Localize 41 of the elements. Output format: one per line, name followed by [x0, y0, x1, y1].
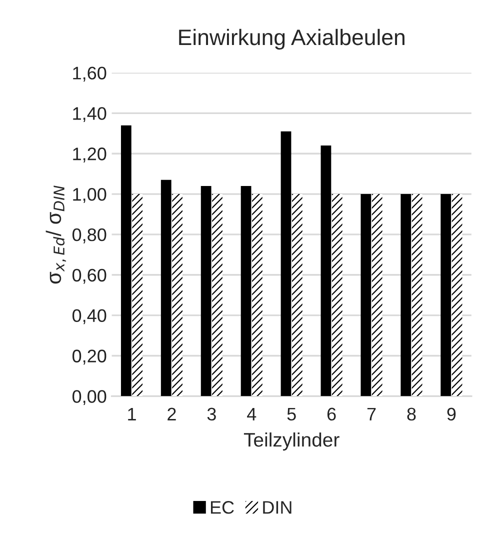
bar [400, 194, 412, 396]
x-tick-label: 2 [168, 408, 176, 420]
x-tick-label: 5 [287, 408, 296, 421]
bar [452, 194, 462, 396]
legend-label: DIN [263, 501, 292, 514]
bar [292, 194, 302, 396]
y-tick-label: 1,00 [73, 188, 106, 203]
bar [332, 194, 342, 396]
legend-label: EC [210, 501, 234, 514]
x-axis-title: Teilzylinder [244, 432, 340, 451]
y-tick-label: 0,00 [72, 390, 106, 406]
x-tick-label: 8 [407, 408, 416, 421]
y-tick-label: 0,80 [72, 228, 106, 244]
y-tick-label: 1,60 [73, 66, 106, 82]
x-tick-label: 1 [128, 408, 136, 420]
bar [252, 194, 262, 396]
y-axis-title: σ$_{x,Ed}$/ σ$_{DIN}$ [46, 186, 66, 284]
y-tick-label: 1,40 [73, 107, 106, 122]
bar [372, 194, 382, 396]
bar [212, 194, 222, 396]
y-tick-label: 0,60 [72, 268, 106, 284]
bar [160, 180, 172, 396]
bar [440, 194, 452, 396]
x-tick-label: 4 [247, 408, 256, 420]
x-tick-label: 9 [447, 408, 456, 421]
bar [240, 186, 252, 396]
bar [172, 194, 183, 396]
chart-title: Einwirkung Axialbeulen [179, 28, 404, 50]
y-tick-label: 0,40 [72, 309, 106, 324]
y-tick-label: 1,20 [73, 148, 106, 162]
bar [280, 131, 292, 396]
bar [200, 186, 212, 396]
x-tick-label: 7 [367, 408, 376, 420]
x-tick-label: 3 [207, 408, 216, 421]
bar [120, 125, 132, 396]
bar [412, 194, 422, 396]
x-tick-label: 6 [327, 408, 336, 421]
y-tick-label: 0,20 [72, 350, 106, 365]
bar [360, 194, 372, 396]
bar [320, 146, 332, 396]
bar [132, 194, 143, 396]
